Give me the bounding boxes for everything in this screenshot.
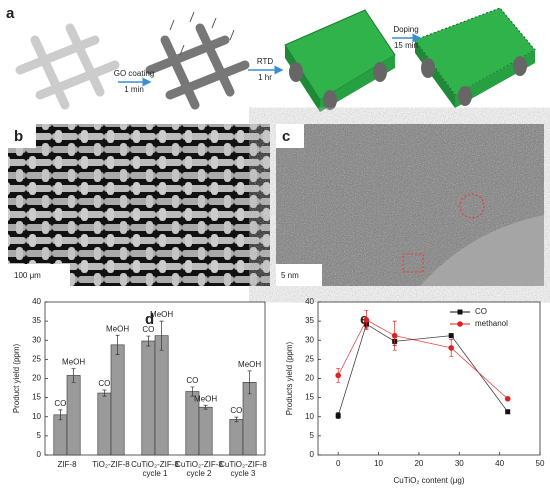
y-tick-label: 5: [37, 431, 42, 440]
y-tick-label: 35: [305, 316, 314, 325]
bar-series-label: MeOH: [194, 394, 217, 403]
bar-series-label: CO: [142, 325, 154, 334]
mesh-go: [145, 23, 250, 110]
x-axis-label: CuTiO₂ content (μg): [394, 476, 465, 485]
x-tick-label: 50: [536, 459, 545, 468]
line: [337, 323, 509, 416]
bar: [53, 414, 68, 456]
x-tick-label: 10: [374, 459, 383, 468]
marker: [505, 409, 511, 415]
y-tick-label: 0: [310, 450, 315, 459]
bar: [66, 375, 81, 456]
bar: [229, 419, 244, 456]
y-tick-label: 30: [305, 335, 314, 344]
bar: [141, 340, 156, 456]
y-tick-label: 40: [305, 297, 314, 306]
marker: [448, 333, 454, 339]
y-tick-label: 35: [32, 316, 41, 325]
error-bar: [58, 409, 63, 421]
error-bar: [71, 368, 76, 383]
panel-label: c: [282, 128, 290, 145]
step-label: GO coating: [114, 69, 154, 78]
y-tick-label: 0: [37, 450, 42, 459]
marker: [335, 413, 341, 419]
tem-image: c 5 nm: [276, 124, 544, 286]
bar-series-label: MeOH: [150, 310, 173, 319]
panel-label: d: [145, 311, 154, 328]
x-tick-label: CuTiO₂-ZIF-8 cycle 3: [219, 460, 267, 478]
bar-series-label: CO: [98, 379, 110, 388]
marker: [335, 372, 341, 379]
step-time: 1 min: [124, 85, 144, 94]
x-tick-label: 20: [414, 459, 423, 468]
x-tick-label: CuTiO₂-ZIF-8 cycle 2: [175, 460, 223, 478]
bar-series-label: CO: [230, 406, 242, 415]
panel-label: b: [14, 128, 23, 145]
x-tick-label: ZIF-8: [57, 460, 77, 469]
y-tick-label: 15: [305, 393, 314, 402]
legend-marker: [457, 321, 463, 327]
bar-series-label: MeOH: [62, 358, 85, 367]
step-time: 15 min: [394, 41, 418, 50]
y-tick-label: 5: [310, 431, 315, 440]
error-bar: [234, 416, 239, 423]
x-tick-line: cycle 3: [231, 469, 256, 478]
bar-series-label: CO: [186, 376, 198, 385]
step-label: RTD: [257, 57, 274, 66]
bar-series-label: MeOH: [238, 360, 261, 369]
bar: [198, 406, 213, 456]
bar: [110, 344, 125, 456]
bar: [97, 392, 112, 456]
y-tick-label: 25: [32, 354, 41, 363]
scale-label: 5 nm: [281, 271, 299, 280]
marker: [363, 317, 370, 323]
bar: [154, 335, 169, 456]
error-bar: [247, 370, 252, 395]
y-tick-label: 20: [305, 374, 314, 383]
x-tick-line: CuTiO₂-ZIF-8: [175, 460, 223, 469]
y-axis-label: Product yield (ppm): [12, 343, 21, 413]
line: [337, 319, 508, 400]
error-bar: [203, 404, 208, 410]
marker: [391, 332, 398, 339]
error-bar: [102, 389, 107, 397]
legend-marker: [457, 309, 463, 315]
legend-label: methanol: [475, 319, 508, 328]
error-bar: [146, 335, 151, 347]
mesh-bare: [15, 23, 120, 110]
schematic: GO coating 1 min RTD 1 hr Doping 15 min …: [6, 5, 536, 112]
y-axis-label: Products yield (ppm): [285, 341, 294, 415]
x-tick-label: 0: [336, 459, 341, 468]
x-tick-line: cycle 1: [143, 469, 168, 478]
y-tick-label: 10: [305, 412, 314, 421]
marker: [448, 345, 455, 351]
bar-series-label: MeOH: [106, 324, 129, 333]
x-tick-label: 40: [495, 459, 504, 468]
x-tick-line: cycle 2: [187, 469, 212, 478]
bar-series-label: CO: [54, 399, 66, 408]
error-bar: [190, 386, 195, 397]
y-tick-label: 20: [32, 374, 41, 383]
marker: [504, 395, 511, 402]
error-bar: [115, 334, 120, 355]
error-bar: [159, 320, 164, 351]
sem-image: b 100 μm: [8, 124, 270, 286]
x-tick-line: CuTiO₂-ZIF-8: [219, 460, 267, 469]
y-tick-label: 15: [32, 393, 41, 402]
legend-label: CO: [475, 307, 487, 316]
scale-label: 100 μm: [14, 271, 41, 280]
y-tick-label: 30: [32, 335, 41, 344]
panel-label: a: [6, 5, 15, 22]
x-tick-line: CuTiO₂-ZIF-8: [131, 460, 179, 469]
y-tick-label: 10: [32, 412, 41, 421]
step-time: 1 hr: [258, 73, 272, 82]
x-tick-label: TiO₂-ZIF-8: [92, 460, 130, 469]
y-tick-label: 40: [32, 297, 41, 306]
y-tick-label: 25: [305, 354, 314, 363]
x-tick-label: 30: [455, 459, 464, 468]
step-label: Doping: [393, 25, 418, 34]
x-tick-label: CuTiO₂-ZIF-8 cycle 1: [131, 460, 179, 478]
